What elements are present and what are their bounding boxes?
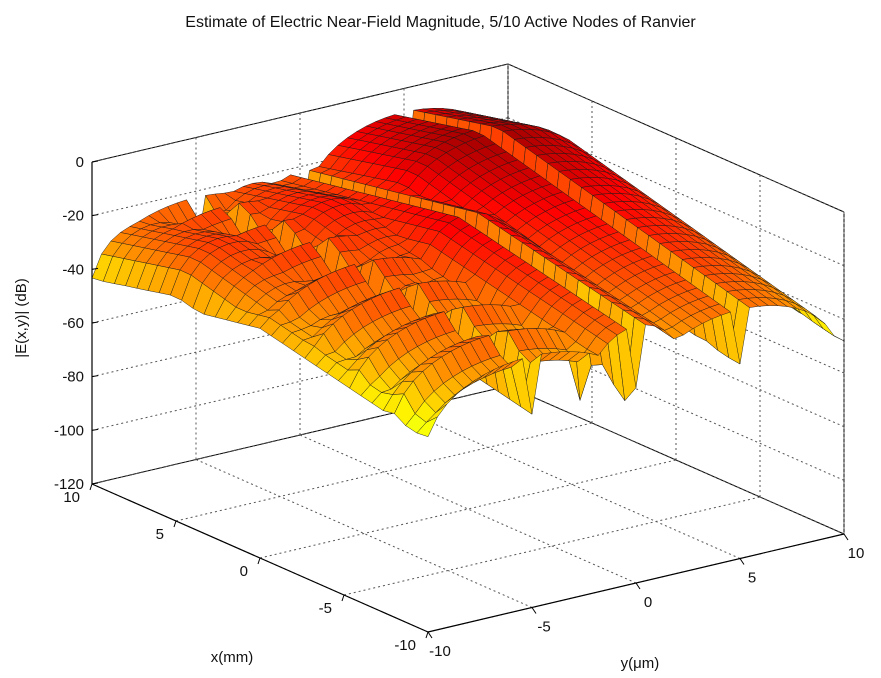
y-axis-label: y(μm) [621,655,660,672]
z-tick-mark [91,428,99,431]
z-axis-label: |E(x,y)| (dB) [13,278,30,357]
z-tick-label: -20 [62,208,84,225]
y-tick-mark [531,607,537,614]
z-tick-label: -120 [54,476,84,493]
z-tick-label: -40 [62,261,84,278]
z-tick-mark [91,160,99,163]
grid-line [195,459,533,608]
z-tick-label: -60 [62,315,84,332]
y-tick-mark [843,533,849,541]
y-tick-label: 5 [748,570,756,587]
x-tick-label: 0 [240,563,248,580]
x-tick-label: 10 [63,489,80,506]
surface-patch [813,315,835,337]
grid-line [343,496,761,596]
x-tick-mark [341,594,345,602]
y-tick-mark [427,631,433,639]
grid-line [91,63,509,163]
grid-line [175,422,593,522]
y-tick-mark [635,582,641,590]
x-tick-mark [173,520,177,528]
z-tick-label: -100 [54,422,84,439]
x-axis-label: x(mm) [211,649,253,666]
surface-mesh [91,108,845,437]
x-tick-label: -5 [319,600,332,617]
grid-line [299,434,637,584]
y-tick-label: -10 [429,643,451,660]
y-tick-label: 10 [848,545,865,562]
x-tick-mark [89,483,93,491]
z-tick-mark [91,482,99,485]
surface-patch [416,416,438,437]
tick-labels: 0 -20 -40 -60 -80 -100 -120 -10 -5 0 5 10 -10 -5 0 5 10 [54,154,864,660]
x-tick-label: -10 [394,637,416,654]
z-tick-mark [91,214,99,217]
z-tick-label: 0 [76,154,84,171]
y-tick-label: 0 [644,594,652,611]
chart-title: Estimate of Electric Near-Field Magnitud… [185,14,696,31]
z-tick-mark [91,321,99,324]
y-tick-label: -5 [537,619,550,636]
z-tick-label: -80 [62,369,84,386]
grid-line [403,410,741,559]
x-tick-mark [425,631,429,639]
grid-line [507,385,845,535]
x-tick-mark [257,557,261,565]
x-tick-label: 5 [156,526,164,543]
z-tick-mark [91,267,99,270]
grid-line [259,459,677,559]
y-tick-mark [739,558,745,565]
grid-line [507,63,845,213]
z-tick-mark [91,375,99,378]
